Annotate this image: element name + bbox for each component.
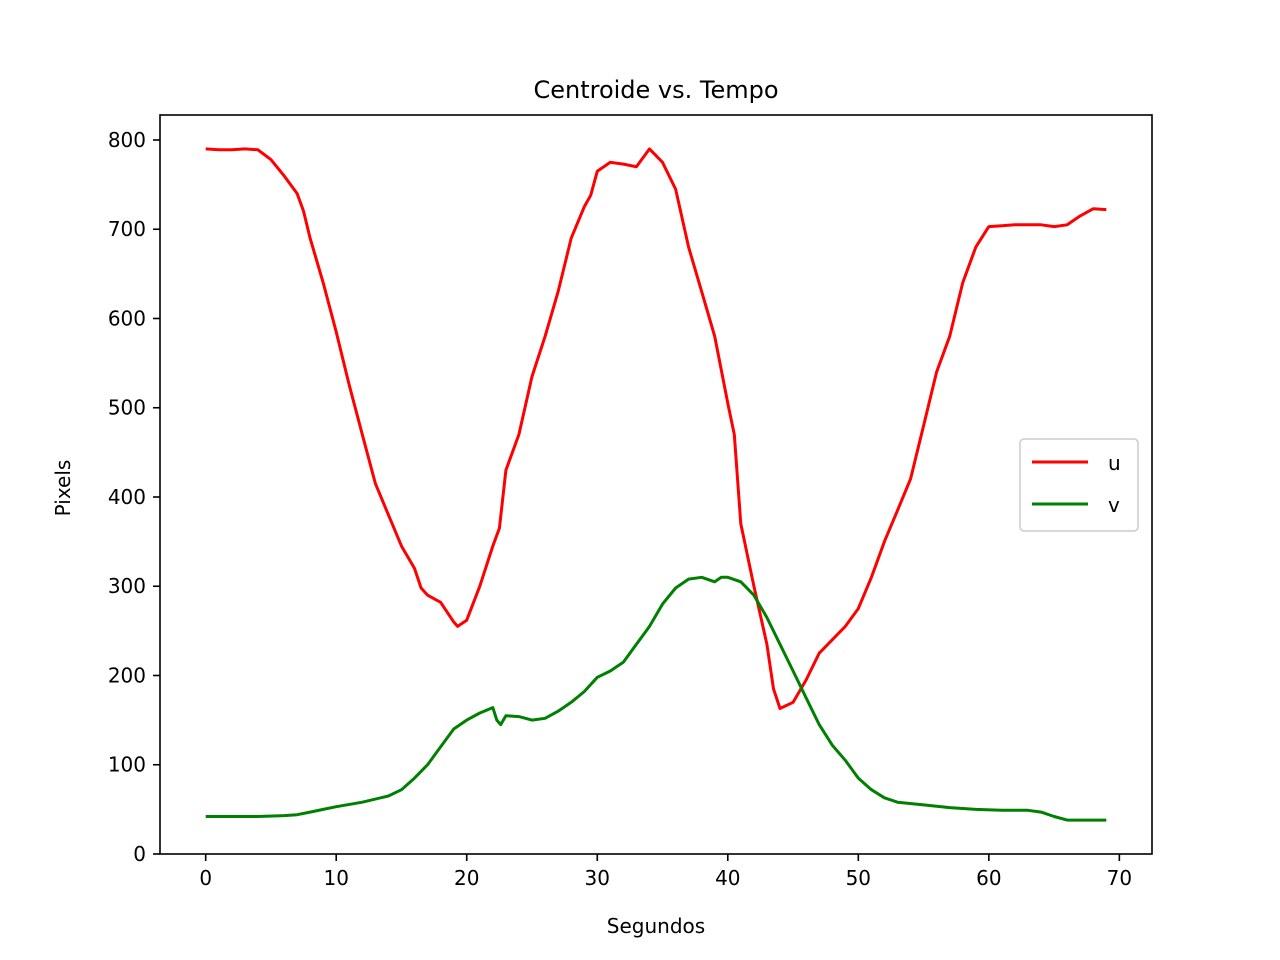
legend: u v xyxy=(1019,438,1139,532)
x-tick-label: 40 xyxy=(715,866,740,890)
x-tick-label: 30 xyxy=(585,866,610,890)
x-tick-label: 50 xyxy=(846,866,871,890)
y-tick-label: 300 xyxy=(108,574,146,598)
x-tick-label: 0 xyxy=(199,866,212,890)
x-axis-label: Segundos xyxy=(607,914,705,938)
y-axis: 0 100 200 300 400 500 600 700 800 xyxy=(108,128,160,866)
y-tick-label: 600 xyxy=(108,306,146,330)
legend-label-u: u xyxy=(1108,451,1121,475)
y-tick-label: 700 xyxy=(108,217,146,241)
axes-frame xyxy=(159,114,1153,855)
x-axis: 0 10 20 30 40 50 60 70 xyxy=(199,854,1132,890)
y-tick-label: 400 xyxy=(108,485,146,509)
y-tick-label: 100 xyxy=(108,753,146,777)
chart-title: Centroide vs. Tempo xyxy=(533,76,778,104)
x-tick-label: 10 xyxy=(323,866,348,890)
y-tick-label: 500 xyxy=(108,396,146,420)
legend-label-v: v xyxy=(1108,493,1120,517)
y-tick-label: 0 xyxy=(133,842,146,866)
y-tick-label: 800 xyxy=(108,128,146,152)
x-tick-label: 20 xyxy=(454,866,479,890)
x-tick-label: 70 xyxy=(1107,866,1132,890)
y-tick-label: 200 xyxy=(108,663,146,687)
x-tick-label: 60 xyxy=(976,866,1001,890)
series-layer xyxy=(205,147,1107,822)
series-line-v xyxy=(205,575,1107,822)
series-line-u xyxy=(205,147,1107,710)
y-axis-label: Pixels xyxy=(51,460,75,517)
